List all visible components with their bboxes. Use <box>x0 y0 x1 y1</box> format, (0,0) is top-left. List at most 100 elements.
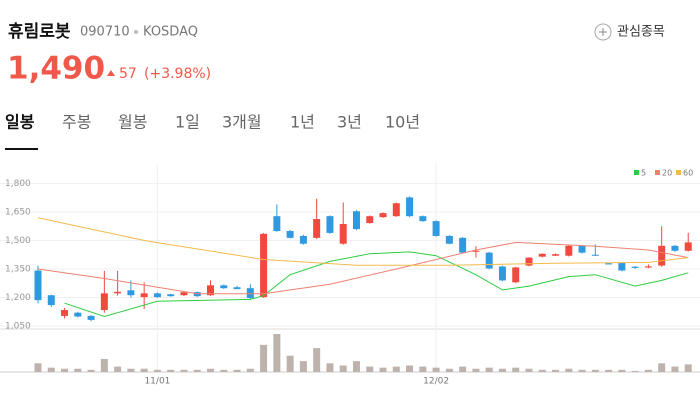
legend-swatch <box>634 170 639 175</box>
candle-body <box>485 252 493 269</box>
volume-bar <box>286 355 294 372</box>
candle-body <box>260 233 268 298</box>
moving-average <box>37 217 689 266</box>
candle-body <box>366 216 374 224</box>
volume-bar <box>565 368 573 372</box>
candle-body <box>379 213 387 218</box>
candle-body <box>459 237 467 253</box>
tab[interactable]: 3개월 <box>222 113 262 132</box>
volume-bar <box>671 366 679 372</box>
volume-bar <box>193 369 201 372</box>
volume-bar <box>273 334 281 372</box>
candle-body <box>180 292 188 296</box>
candle-body <box>552 254 560 256</box>
volume-bar <box>578 369 586 372</box>
volume-bar <box>153 369 161 372</box>
candle-body <box>432 221 440 236</box>
volume-bar <box>34 363 42 372</box>
change: 57 <box>119 66 137 82</box>
volume-bar <box>326 363 334 372</box>
volume-bar <box>459 366 467 372</box>
separator-dot <box>134 30 138 34</box>
watch-label: 관심종목 <box>617 25 665 40</box>
y-tick-label: 1,500 <box>5 236 31 246</box>
tab[interactable]: 1년 <box>290 113 315 132</box>
watch-button[interactable]: 관심종목 <box>594 23 665 41</box>
volume-bar <box>352 361 360 372</box>
candle-body <box>87 315 95 320</box>
volume-bar <box>299 361 307 372</box>
tab[interactable]: 3년 <box>337 113 362 132</box>
candle-body <box>74 312 82 317</box>
candle-body <box>472 250 480 252</box>
volume-bar <box>631 370 639 372</box>
volume-bar <box>313 348 321 372</box>
candle-body <box>512 267 520 283</box>
volume-bar <box>339 365 347 372</box>
volume-bar <box>591 369 599 372</box>
volume-bar <box>74 368 82 372</box>
tab[interactable]: 10년 <box>385 113 420 132</box>
candle-body <box>100 293 108 311</box>
candle-body <box>167 294 175 297</box>
candle-body <box>114 291 122 294</box>
candle-body <box>591 254 599 256</box>
tab[interactable]: 1일 <box>175 113 200 132</box>
candle-body <box>406 197 414 217</box>
price: 1,490 <box>7 51 105 87</box>
volume-bar <box>100 358 108 372</box>
candle-body <box>61 310 69 316</box>
volume-bar <box>47 367 55 372</box>
candle-body <box>578 245 586 253</box>
candle-body <box>684 242 692 251</box>
candle-body <box>445 235 453 244</box>
volume-bar <box>87 369 95 372</box>
volume-bar <box>379 367 387 372</box>
volume-bar <box>233 369 241 372</box>
volume-bar <box>419 366 427 372</box>
volume-bar <box>552 369 560 372</box>
tab[interactable]: 주봉 <box>62 113 91 132</box>
volume-bar <box>658 363 666 372</box>
stock-code: 090710 <box>80 25 130 40</box>
candle-body <box>299 235 307 244</box>
tab[interactable]: 월봉 <box>118 113 147 132</box>
candle-body <box>392 203 400 217</box>
volume-bar <box>432 367 440 372</box>
candle-body <box>326 216 334 233</box>
y-tick-label: 1,350 <box>5 265 31 275</box>
candle-body <box>34 270 42 301</box>
volume-bar <box>498 368 506 372</box>
volume-bar <box>207 368 215 372</box>
volume-bar <box>618 369 626 372</box>
volume-bar <box>538 369 546 372</box>
volume-bar <box>392 366 400 372</box>
volume-bar <box>114 366 122 372</box>
volume-bar <box>61 368 69 372</box>
candle-body <box>498 266 506 281</box>
candle-body <box>286 231 294 238</box>
volume-bar <box>512 367 520 372</box>
volume-bar <box>366 366 374 372</box>
candle-body <box>538 253 546 257</box>
candle-body <box>671 245 679 251</box>
x-tick-label: 11/01 <box>144 377 170 387</box>
legend-swatch <box>655 170 660 175</box>
candle-body <box>618 262 626 271</box>
candle-body <box>233 287 241 290</box>
candle-body <box>273 216 281 231</box>
volume-bar <box>644 369 652 372</box>
volume-bar <box>472 368 480 372</box>
candle-body <box>658 245 666 266</box>
candle-body <box>605 263 613 265</box>
candle-body <box>246 288 254 299</box>
candle-body <box>644 266 652 268</box>
candle-body <box>153 293 161 298</box>
y-tick-label: 1,200 <box>5 293 31 303</box>
plus-icon <box>599 28 607 36</box>
change-pct: (+3.98%) <box>144 66 211 82</box>
tab[interactable]: 일봉 <box>5 113 35 132</box>
volume-bar <box>180 369 188 372</box>
tabs: 일봉 주봉 월봉 1일 3개월 1년 3년 10년 <box>5 113 420 132</box>
legend-label: 20 <box>662 169 672 178</box>
